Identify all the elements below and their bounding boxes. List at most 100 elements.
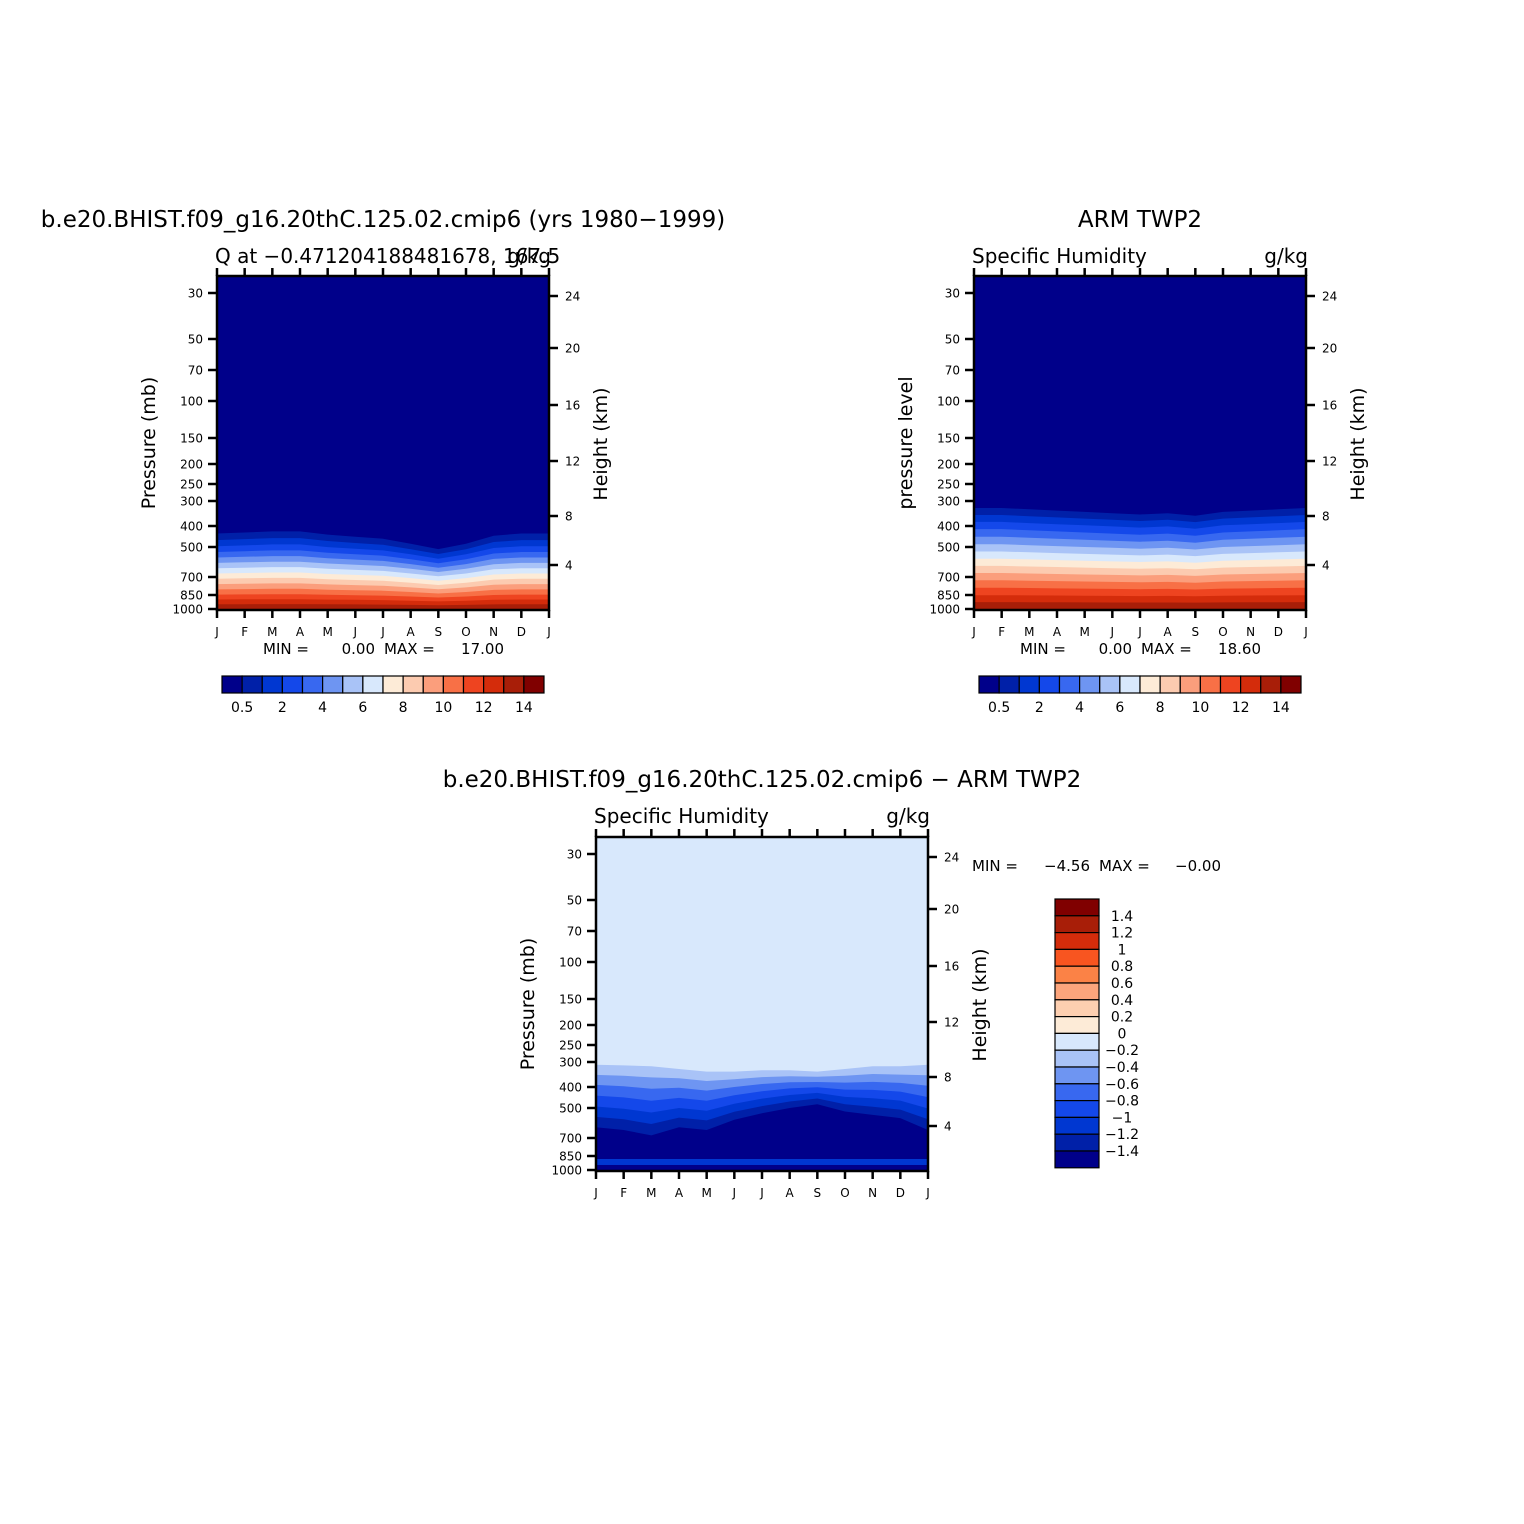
colorbar: 0.5 2 4 6 8 10 12 14 bbox=[221, 675, 545, 716]
y-tick-label: 250 bbox=[559, 1039, 582, 1053]
y-tick-label: 500 bbox=[180, 541, 203, 555]
y2-tick-label: 24 bbox=[1322, 290, 1337, 304]
colorbar-label: 1 bbox=[1118, 942, 1127, 958]
y-tick-label: 70 bbox=[567, 925, 582, 939]
y2-axis-label: Height (km) bbox=[969, 948, 991, 1061]
colorbar-label: −1 bbox=[1112, 1110, 1133, 1126]
y2-tick-label: 16 bbox=[1322, 399, 1337, 413]
colorbar-label: 1.4 bbox=[1111, 909, 1133, 925]
y-tick-label: 200 bbox=[937, 458, 960, 472]
colorbar-label: 12 bbox=[1232, 700, 1250, 716]
colorbar-swatch bbox=[1054, 965, 1100, 984]
colorbar-swatch bbox=[1139, 675, 1161, 694]
max-value: 17.00 bbox=[461, 640, 504, 658]
colorbar-swatch bbox=[1099, 675, 1121, 694]
colorbar-swatch bbox=[978, 675, 1000, 694]
y2-tick-label: 8 bbox=[944, 1071, 952, 1085]
x-tick-label: F bbox=[620, 1186, 627, 1200]
x-tick-label: D bbox=[896, 1186, 905, 1200]
chart-subtitle-left: Q at −0.471204188481678, 167.5 bbox=[215, 244, 560, 268]
x-tick-label: A bbox=[407, 625, 416, 639]
colorbar-label: 1.2 bbox=[1111, 926, 1133, 942]
colorbar-swatch bbox=[1054, 982, 1100, 1001]
colorbar-swatch bbox=[1018, 675, 1040, 694]
colorbar-label: 6 bbox=[1115, 700, 1124, 716]
colorbar-swatch bbox=[1079, 675, 1101, 694]
x-tick-label: J bbox=[1110, 625, 1115, 639]
colorbar-label: 10 bbox=[434, 700, 452, 716]
contour-fill bbox=[217, 276, 549, 610]
colorbar-swatch bbox=[1054, 931, 1100, 950]
y2-tick-label: 12 bbox=[944, 1016, 959, 1030]
colorbar-swatch bbox=[523, 675, 545, 694]
colorbar-label: −0.8 bbox=[1105, 1094, 1139, 1110]
y-tick-label: 400 bbox=[937, 520, 960, 534]
y2-tick-label: 12 bbox=[1322, 455, 1337, 469]
colorbar-label: −0.2 bbox=[1105, 1043, 1139, 1059]
colorbar-label: 0.2 bbox=[1111, 1010, 1133, 1026]
x-tick-label: O bbox=[840, 1186, 849, 1200]
y-tick-label: 1000 bbox=[929, 603, 960, 617]
panel-3: 3050701001502002503004005007008501000242… bbox=[443, 767, 1221, 1200]
x-tick-label: S bbox=[814, 1186, 822, 1200]
colorbar-swatch bbox=[1054, 1066, 1100, 1085]
chart-subtitle-right: g/kg bbox=[507, 244, 551, 268]
y-tick-label: 50 bbox=[945, 333, 960, 347]
y2-tick-label: 20 bbox=[944, 903, 959, 917]
x-tick-label: J bbox=[546, 625, 551, 639]
colorbar-swatch bbox=[342, 675, 364, 694]
max-value: −0.00 bbox=[1175, 857, 1221, 875]
x-tick-label: J bbox=[759, 1186, 764, 1200]
y-tick-label: 700 bbox=[180, 571, 203, 585]
y-tick-label: 30 bbox=[567, 848, 582, 862]
y-tick-label: 300 bbox=[180, 495, 203, 509]
colorbar-swatch bbox=[1054, 1099, 1100, 1118]
y2-tick-label: 8 bbox=[1322, 510, 1330, 524]
colorbar-swatch bbox=[281, 675, 304, 694]
x-tick-label: M bbox=[646, 1186, 656, 1200]
colorbar-swatch bbox=[301, 675, 324, 694]
chart-subtitle-right: g/kg bbox=[886, 804, 930, 828]
contour-band bbox=[596, 1158, 928, 1165]
colorbar-swatch bbox=[362, 675, 384, 694]
colorbar-label: −0.6 bbox=[1105, 1077, 1139, 1093]
y-tick-label: 200 bbox=[559, 1019, 582, 1033]
colorbar-label: 14 bbox=[515, 700, 533, 716]
y-tick-label: 500 bbox=[559, 1102, 582, 1116]
y-tick-label: 850 bbox=[559, 1150, 582, 1164]
y-tick-label: 150 bbox=[559, 993, 582, 1007]
colorbar-swatch bbox=[462, 675, 485, 694]
colorbar-swatch bbox=[402, 675, 424, 694]
max-value: 18.60 bbox=[1218, 640, 1261, 658]
x-tick-label: M bbox=[701, 1186, 711, 1200]
y2-tick-label: 16 bbox=[944, 960, 959, 974]
colorbar-swatch bbox=[998, 675, 1020, 694]
colorbar-swatch bbox=[1240, 675, 1262, 694]
y2-tick-label: 12 bbox=[565, 455, 580, 469]
colorbar-label: 8 bbox=[1156, 700, 1165, 716]
x-tick-label: A bbox=[1164, 625, 1173, 639]
colorbar-swatch bbox=[1054, 1049, 1100, 1068]
colorbar: 0.5 2 4 6 8 10 12 14 bbox=[978, 675, 1302, 716]
y-tick-label: 150 bbox=[180, 432, 203, 446]
chart-subtitle-left: Specific Humidity bbox=[972, 244, 1147, 268]
x-tick-label: J bbox=[1303, 625, 1308, 639]
contour-band bbox=[217, 604, 549, 610]
x-tick-label: J bbox=[971, 625, 976, 639]
x-tick-label: D bbox=[517, 625, 526, 639]
colorbar-swatch bbox=[1038, 675, 1061, 694]
y2-tick-label: 4 bbox=[1322, 559, 1330, 573]
y-tick-label: 250 bbox=[937, 478, 960, 492]
y-tick-label: 100 bbox=[180, 395, 203, 409]
colorbar-swatch bbox=[1219, 675, 1242, 694]
x-tick-label: A bbox=[675, 1186, 684, 1200]
y-tick-label: 1000 bbox=[551, 1164, 582, 1178]
colorbar-label: 10 bbox=[1191, 700, 1209, 716]
x-tick-label: F bbox=[998, 625, 1005, 639]
y-tick-label: 100 bbox=[559, 956, 582, 970]
contour-fill bbox=[974, 276, 1306, 610]
colorbar-swatch bbox=[1280, 675, 1302, 694]
colorbar-swatch bbox=[422, 675, 444, 694]
colorbar-swatch bbox=[1058, 675, 1081, 694]
min-value: −4.56 bbox=[1044, 857, 1090, 875]
